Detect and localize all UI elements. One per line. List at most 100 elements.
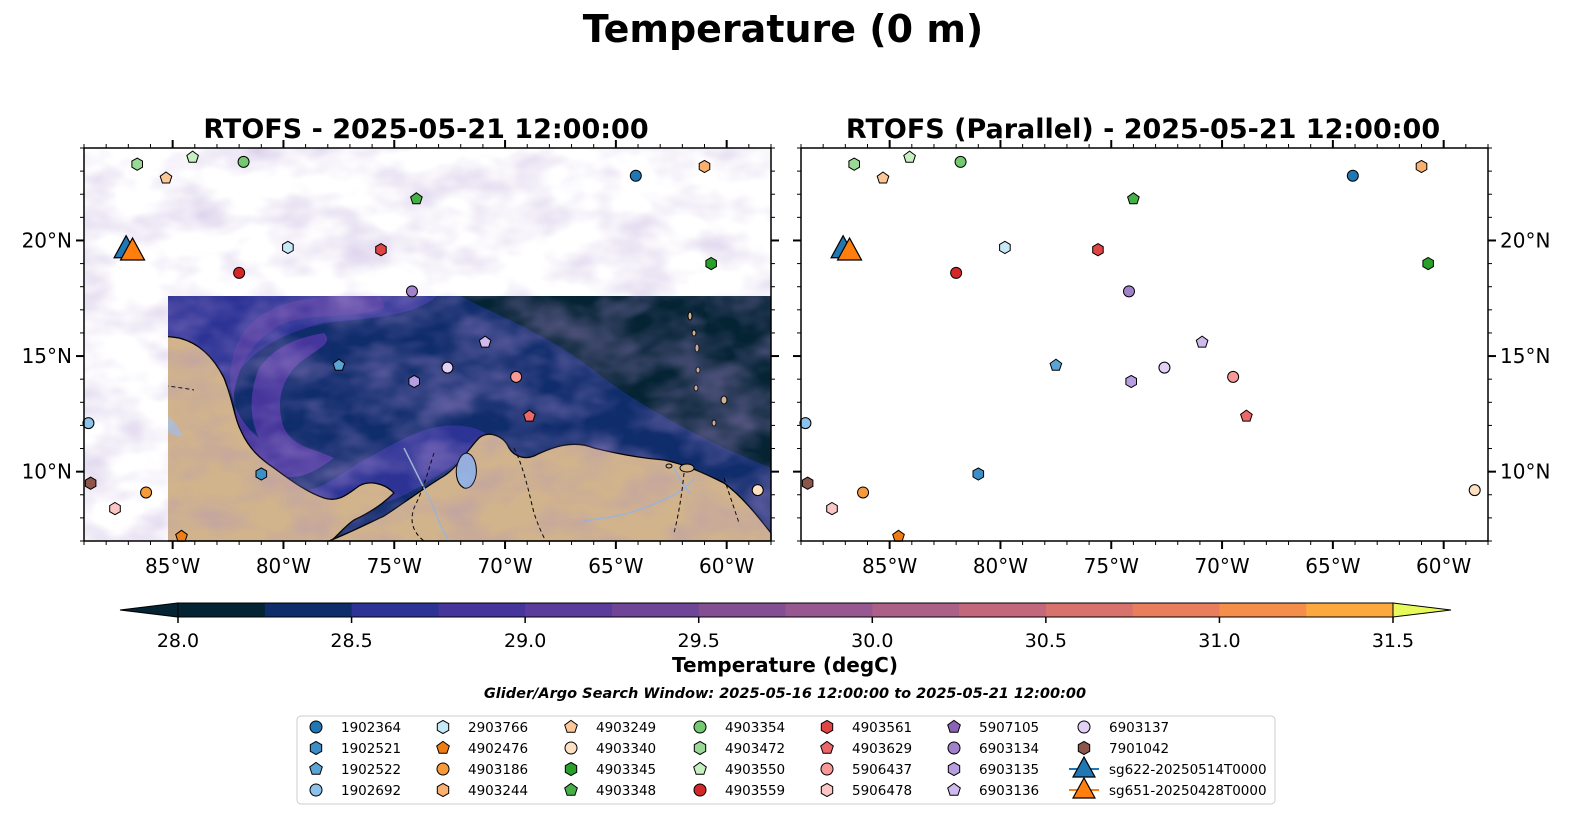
legend-label: 6903134: [979, 741, 1039, 757]
x-tick-label: 60°W: [699, 554, 754, 578]
legend-label: 5906437: [852, 762, 912, 778]
colorbar-bin: [1306, 603, 1394, 617]
legend-item: 4903629: [820, 740, 912, 757]
colorbar-tick-label: 30.5: [1025, 630, 1067, 652]
float-marker-7901042: [801, 476, 814, 490]
colorbar-bin: [785, 603, 873, 617]
float-marker-4903249: [159, 171, 173, 184]
legend-item: 4903348: [564, 782, 656, 799]
legend-marker: [1071, 776, 1097, 799]
legend-label: 6903137: [1109, 720, 1169, 736]
map-panel-rtofs: RTOFS - 2025-05-21 12:00:00 85°W 80°W 75°W…: [22, 114, 779, 578]
legend-marker: [309, 740, 323, 756]
y-tick-label: 10°N: [1500, 460, 1550, 484]
legend-item: 1902522: [309, 761, 401, 778]
float-marker-4903354: [954, 155, 967, 168]
colorbar: 28.0 28.5 29.0 29.5 30.0 30.5 31.0 31.5: [119, 602, 1452, 652]
float-marker-4903244: [698, 159, 711, 174]
legend-item: 1902521: [309, 740, 401, 757]
glider-marker-sg651-20250428T0000: [836, 236, 863, 261]
float-marker-4903559: [233, 266, 246, 279]
float-marker-4903345: [705, 256, 717, 271]
legend-marker: [309, 783, 323, 797]
map-frame-rtofs: [83, 147, 772, 542]
y-tick-label: 15°N: [22, 344, 72, 368]
float-marker-6903135: [1125, 374, 1137, 389]
float-marker-4903559: [950, 266, 963, 279]
axes-rtofs-parallel: 85°W 80°W 75°W 70°W 65°W 60°W 10°N 15°N 20°N: [793, 140, 1550, 578]
legend-item: 4903550: [693, 761, 785, 778]
legend-label: 5907105: [979, 720, 1039, 736]
legend-marker: [564, 741, 578, 755]
legend-marker: [947, 761, 961, 777]
legend-item: 5907105: [947, 719, 1039, 736]
float-marker-4902476: [892, 529, 905, 542]
legend-item: sg651-20250428T0000: [1069, 776, 1267, 799]
float-marker-5906478: [826, 501, 838, 516]
legend-item: 4903354: [693, 720, 785, 736]
float-marker-1902692: [82, 417, 95, 430]
legend-item: 4903340: [564, 741, 656, 757]
panel-title-rtofs: RTOFS - 2025-05-21 12:00:00: [203, 114, 648, 145]
colorbar-label: Temperature (degC): [672, 653, 898, 677]
x-tick-label: 75°W: [1084, 554, 1139, 578]
float-marker-4903550: [903, 150, 916, 163]
float-marker-4903561: [1092, 243, 1104, 257]
float-marker-4903472: [131, 157, 143, 171]
legend-item: 6903136: [947, 782, 1039, 799]
float-marker-4903340: [751, 484, 764, 497]
float-marker-6903136: [478, 335, 492, 348]
float-marker-7901042: [84, 476, 97, 490]
legend-label: 4903561: [852, 720, 912, 736]
legend-marker: [564, 719, 578, 733]
float-marker-6903134: [1122, 285, 1135, 298]
legend-label: 4903244: [468, 783, 528, 799]
colorbar-bin: [178, 603, 266, 617]
x-tick-label: 85°W: [862, 554, 917, 578]
colorbar-bin: [959, 603, 1047, 617]
float-marker-4903561: [375, 243, 387, 257]
legend-marker: [820, 762, 834, 776]
colorbar-bin: [264, 603, 353, 617]
legend-label: 1902521: [341, 741, 401, 757]
float-marker-4903186: [140, 486, 153, 499]
x-tick-label: 70°W: [477, 554, 532, 578]
legend-label: 4903629: [852, 741, 912, 757]
float-marker-6903137: [1158, 361, 1171, 374]
x-tick-label: 60°W: [1416, 554, 1471, 578]
legend-item: 5906478: [820, 782, 912, 799]
colorbar-tick-label: 31.5: [1372, 630, 1414, 652]
colorbar-tick-label: 30.0: [851, 630, 893, 652]
legend-item: 6903135: [947, 761, 1039, 778]
legend-marker: [564, 782, 578, 796]
colorbar-tick-label: 29.0: [504, 630, 546, 652]
legend-item: 5906437: [820, 762, 912, 778]
colorbar-bin: [1045, 603, 1134, 617]
float-marker-2903766: [282, 240, 294, 255]
float-marker-4903550: [186, 150, 199, 163]
legend-label: 4903354: [725, 720, 785, 736]
float-marker-4903472: [848, 157, 860, 171]
float-marker-6903137: [441, 361, 454, 374]
float-marker-1902364: [629, 169, 642, 182]
panel-title-rtofs-parallel: RTOFS (Parallel) - 2025-05-21 12:00:00: [846, 114, 1440, 145]
float-marker-2903766: [999, 240, 1011, 255]
legend-marker: [436, 782, 450, 798]
legend-label: 5906478: [852, 783, 912, 799]
colorbar-bin: [872, 603, 960, 617]
legend-marker: [693, 761, 707, 775]
legend-marker: [693, 740, 707, 756]
y-tick-label: 15°N: [1500, 344, 1550, 368]
float-marker-4903354: [237, 155, 250, 168]
figure-title: Temperature (0 m): [583, 7, 984, 51]
legend-label: 4903340: [596, 741, 656, 757]
legend-marker: [436, 740, 450, 754]
x-tick-label: 70°W: [1194, 554, 1249, 578]
colorbar-bin: [698, 603, 786, 617]
legend-marker: [820, 740, 834, 754]
legend-item: 7901042: [1077, 740, 1169, 757]
float-marker-1902522: [332, 358, 346, 371]
float-marker-4903244: [1415, 159, 1428, 174]
float-marker-4903629: [1240, 409, 1253, 422]
float-marker-1902364: [1346, 169, 1359, 182]
